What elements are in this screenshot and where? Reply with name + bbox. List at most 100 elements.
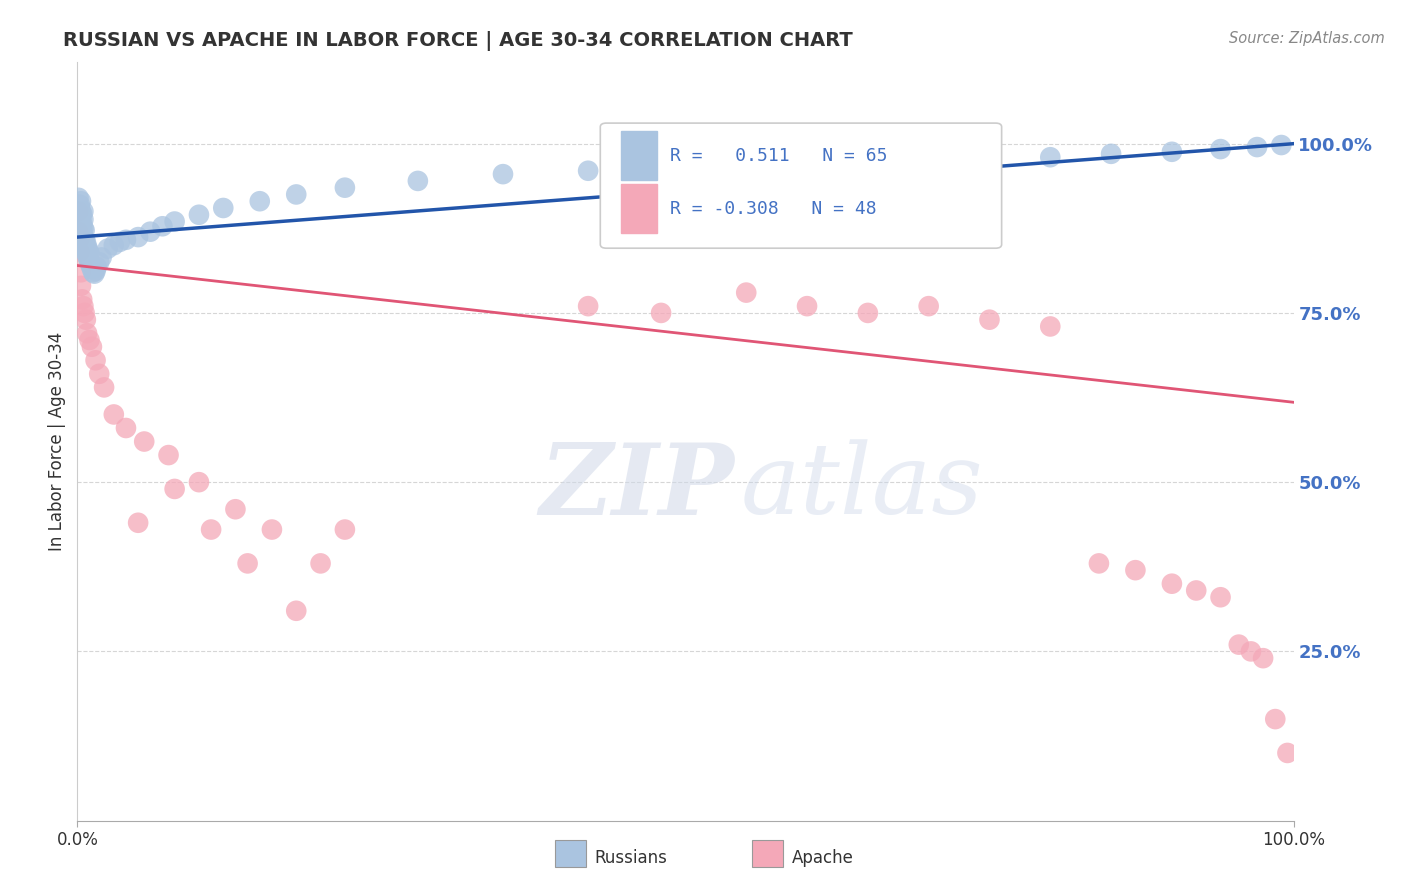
Point <box>1209 142 1232 156</box>
Point <box>84 264 107 278</box>
Point <box>76 239 98 253</box>
Bar <box>621 131 658 180</box>
Point <box>79 246 101 260</box>
Point <box>735 285 758 300</box>
Point <box>97 242 120 256</box>
Point <box>89 367 111 381</box>
Point <box>918 299 941 313</box>
Point <box>76 326 98 341</box>
Point <box>1088 557 1111 571</box>
Point <box>224 502 246 516</box>
Point <box>333 180 356 194</box>
Point <box>70 235 93 249</box>
Point <box>1099 146 1122 161</box>
Point <box>200 523 222 537</box>
Point <box>70 194 93 209</box>
Point <box>72 221 94 235</box>
Point <box>236 557 259 571</box>
Point <box>67 218 90 232</box>
Text: Apache: Apache <box>792 849 853 867</box>
Point <box>67 204 90 219</box>
Point <box>134 434 156 449</box>
Point <box>72 204 94 219</box>
Point <box>75 312 97 326</box>
Point <box>73 223 96 237</box>
Point <box>70 207 93 221</box>
Point <box>84 353 107 368</box>
Point <box>70 204 93 219</box>
Text: ZIP: ZIP <box>540 439 734 535</box>
Point <box>1240 644 1263 658</box>
Point <box>69 225 91 239</box>
Point <box>152 219 174 234</box>
Point <box>70 293 93 307</box>
Point <box>70 212 93 227</box>
Text: R = -0.308   N = 48: R = -0.308 N = 48 <box>669 200 876 218</box>
Point <box>72 238 94 252</box>
Bar <box>621 184 658 234</box>
Point <box>1246 140 1268 154</box>
Point <box>212 201 235 215</box>
Point <box>576 299 599 313</box>
Point <box>115 233 138 247</box>
Point <box>406 174 429 188</box>
Point <box>67 225 90 239</box>
Y-axis label: In Labor Force | Age 30-34: In Labor Force | Age 30-34 <box>48 332 66 551</box>
Point <box>1209 591 1232 605</box>
Point <box>1227 638 1250 652</box>
Point <box>1125 563 1147 577</box>
Text: Source: ZipAtlas.com: Source: ZipAtlas.com <box>1229 31 1385 46</box>
Point <box>70 278 93 293</box>
Point <box>1264 712 1286 726</box>
Point <box>139 225 162 239</box>
Point <box>285 604 308 618</box>
Point <box>1277 746 1299 760</box>
Point <box>72 230 94 244</box>
Point <box>82 265 104 279</box>
Point <box>163 482 186 496</box>
Point <box>260 523 283 537</box>
Point <box>115 421 138 435</box>
Point <box>127 516 149 530</box>
Point <box>69 244 91 259</box>
Point <box>103 408 125 422</box>
Point <box>67 191 90 205</box>
Point <box>69 208 91 222</box>
Point <box>90 251 112 265</box>
Point <box>80 340 103 354</box>
Point <box>80 259 103 273</box>
Point <box>70 217 93 231</box>
Point <box>1039 319 1062 334</box>
Point <box>72 212 94 227</box>
Point <box>309 557 332 571</box>
Point <box>333 523 356 537</box>
Point <box>188 475 211 490</box>
Point <box>69 214 91 228</box>
Point <box>796 299 818 313</box>
Point <box>163 214 186 228</box>
Point <box>73 306 96 320</box>
Point <box>576 163 599 178</box>
Point <box>796 157 818 171</box>
Point <box>856 306 879 320</box>
Point <box>1161 576 1184 591</box>
Point <box>127 230 149 244</box>
Point <box>80 261 103 276</box>
Text: atlas: atlas <box>740 440 983 534</box>
Text: RUSSIAN VS APACHE IN LABOR FORCE | AGE 30-34 CORRELATION CHART: RUSSIAN VS APACHE IN LABOR FORCE | AGE 3… <box>63 31 853 51</box>
Point <box>73 233 96 247</box>
Point <box>73 242 96 256</box>
Point <box>492 167 515 181</box>
Point <box>79 255 101 269</box>
Point <box>77 243 100 257</box>
Point <box>69 231 91 245</box>
Point <box>249 194 271 209</box>
Point <box>1185 583 1208 598</box>
Point <box>72 299 94 313</box>
Point <box>157 448 180 462</box>
Point <box>83 267 105 281</box>
Point <box>70 265 93 279</box>
Point <box>1039 150 1062 164</box>
Point <box>67 204 90 219</box>
Point <box>70 231 93 245</box>
